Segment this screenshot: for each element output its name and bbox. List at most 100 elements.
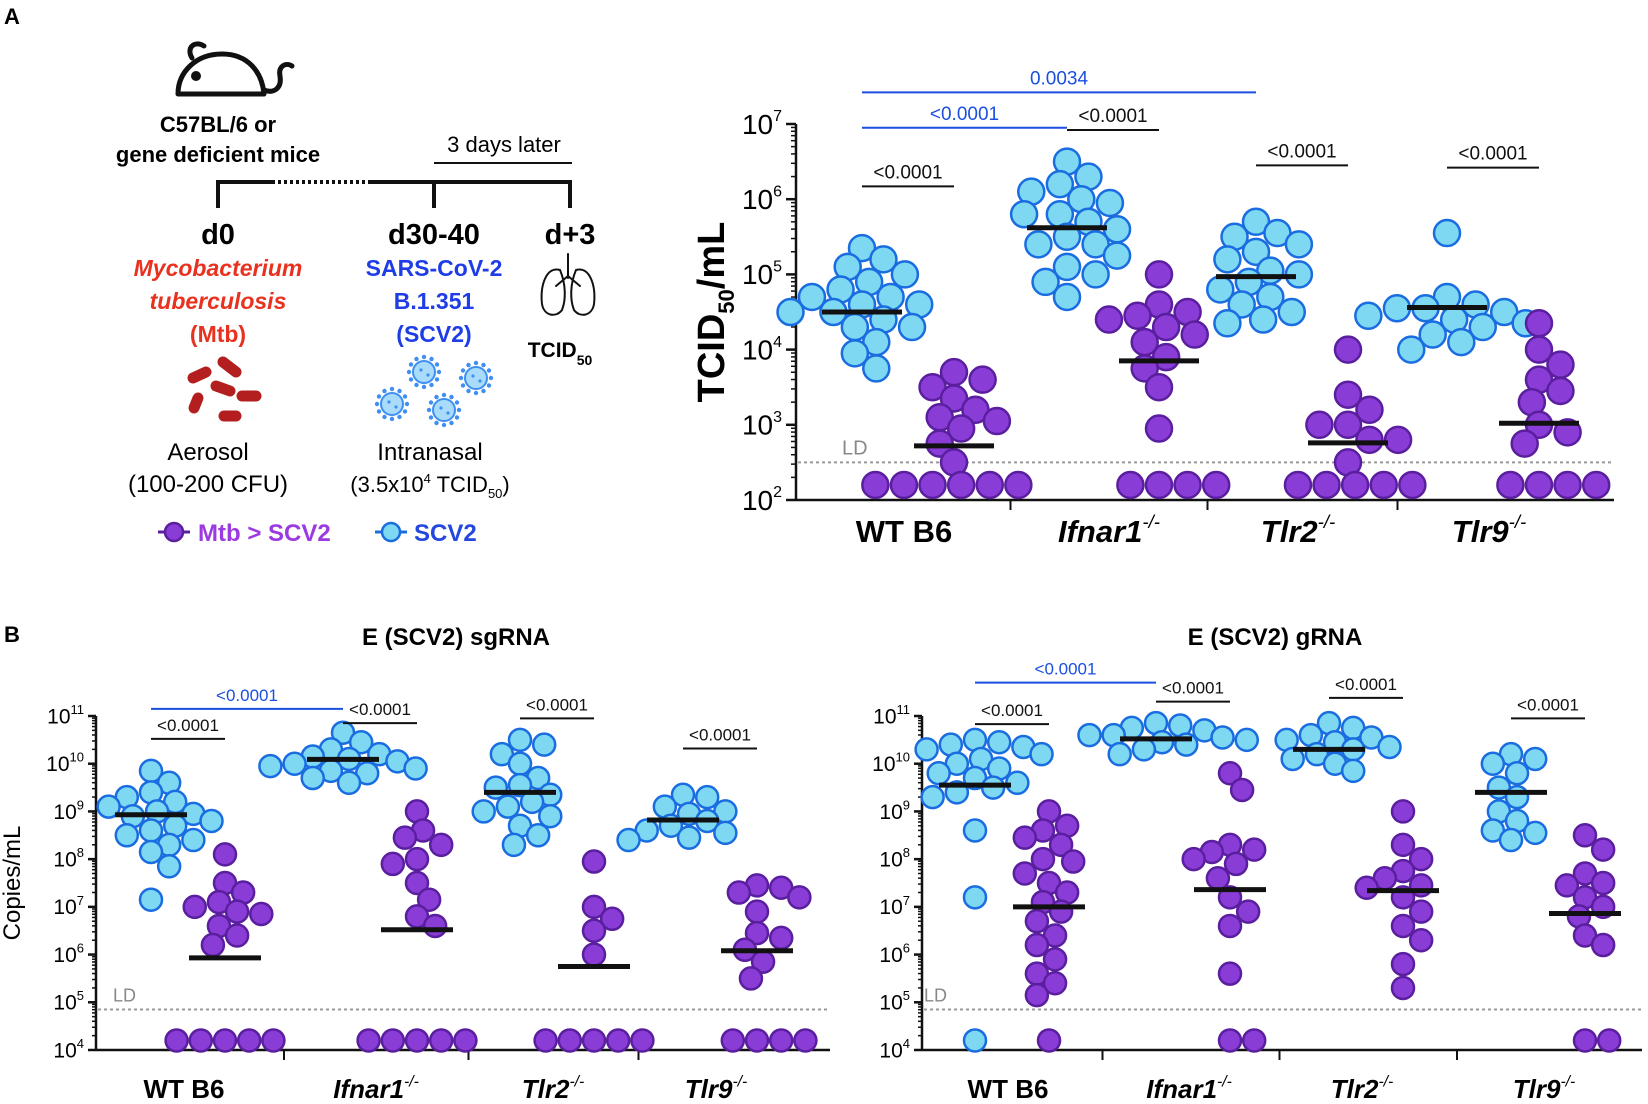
scv2-point bbox=[1284, 230, 1314, 259]
scv2-point bbox=[1102, 241, 1132, 270]
mtb-scv2-point bbox=[1217, 1028, 1243, 1053]
mtb-scv2-point bbox=[787, 885, 812, 910]
y-tick-label: 1010 bbox=[872, 750, 910, 776]
y-tick-label: 104 bbox=[742, 334, 782, 366]
timeline bbox=[216, 180, 572, 208]
x-category-label: Tlr9-/- bbox=[1452, 511, 1526, 549]
scv2-line2: B.1.351 bbox=[394, 288, 475, 314]
y-tick-label: 106 bbox=[53, 940, 84, 966]
legend-scv2-marker bbox=[380, 521, 402, 543]
p-value-label: <0.0001 bbox=[216, 686, 278, 705]
p-value-label: <0.0001 bbox=[930, 104, 999, 125]
scv2-point bbox=[156, 854, 182, 879]
x-category-label: WT B6 bbox=[968, 1074, 1049, 1104]
mtb-scv2-point bbox=[1340, 470, 1370, 500]
legend-mtb-label: Mtb > SCV2 bbox=[198, 520, 331, 547]
mtb-scv2-point bbox=[1048, 832, 1074, 858]
mtb-scv2-point bbox=[557, 1028, 583, 1053]
mtb-scv2-point bbox=[1241, 1028, 1267, 1053]
virus-particle-icon bbox=[406, 354, 442, 390]
scv2-point bbox=[1077, 722, 1102, 748]
mtb-scv2-point bbox=[188, 1028, 214, 1053]
scv2-point bbox=[1248, 305, 1278, 334]
p-value-label: <0.0001 bbox=[1517, 695, 1579, 714]
scv2-point bbox=[1081, 260, 1110, 289]
mtb-scv2-point bbox=[1524, 335, 1554, 364]
mtb-scv2-point bbox=[212, 1028, 238, 1053]
mtb-scv2-point bbox=[1383, 425, 1413, 455]
scv2-point bbox=[1213, 245, 1242, 274]
x-category-label: Ifnar1-/- bbox=[1146, 1073, 1232, 1104]
y-axis-label: TCID50/mL bbox=[691, 222, 739, 403]
mtb-scv2-point bbox=[946, 470, 976, 500]
mtb-scv2-point bbox=[918, 470, 947, 500]
y-tick-label: 1011 bbox=[47, 702, 84, 728]
scv2-point bbox=[694, 784, 720, 810]
mtb-scv2-point bbox=[422, 913, 448, 939]
scv2-point bbox=[300, 765, 325, 791]
panel-letter-b: B bbox=[4, 622, 20, 647]
mtb-scv2-point bbox=[1596, 1028, 1622, 1053]
lung-icon bbox=[540, 253, 596, 316]
p-value-label: <0.0001 bbox=[1267, 141, 1336, 162]
scv2-point bbox=[1504, 784, 1530, 810]
y-tick-label: 105 bbox=[53, 988, 84, 1014]
mtb-scv2-point bbox=[356, 1028, 381, 1053]
mtb-scv2-point bbox=[200, 932, 226, 958]
mtb-scv2-point bbox=[975, 470, 1004, 500]
p-value-label: <0.0001 bbox=[349, 700, 411, 719]
mouse-icon bbox=[175, 41, 295, 97]
scv2-point bbox=[986, 729, 1012, 755]
mtb-scv2-point bbox=[1408, 846, 1434, 872]
x-category-label: WT B6 bbox=[856, 514, 952, 549]
p-value-label: <0.0001 bbox=[157, 716, 219, 735]
scv2-point bbox=[897, 312, 927, 342]
scv2-point bbox=[1234, 727, 1259, 753]
scv2-point bbox=[616, 827, 641, 853]
virus-icon bbox=[374, 354, 494, 428]
mtb-scv2-point bbox=[1590, 837, 1616, 862]
scv2-point bbox=[1213, 309, 1242, 338]
mtb-scv2-point bbox=[1496, 470, 1525, 500]
scv2-point bbox=[1280, 746, 1305, 772]
p-value-label: <0.0001 bbox=[1458, 144, 1527, 165]
mtb-scv2-point bbox=[1581, 470, 1611, 500]
mtb-scv2-point bbox=[1333, 335, 1363, 364]
mtb-scv2-point bbox=[453, 1028, 478, 1053]
scv2-point bbox=[962, 885, 988, 910]
y-tick-label: 107 bbox=[742, 108, 782, 140]
scv2-point bbox=[1045, 169, 1075, 199]
x-category-label: Ifnar1-/- bbox=[333, 1073, 419, 1104]
scv2-point bbox=[713, 820, 738, 846]
mtb-scv2-point bbox=[1510, 429, 1539, 458]
mouse-label-line1: C57BL/6 or bbox=[160, 112, 277, 137]
mtb-scv2-point bbox=[1144, 414, 1174, 443]
scv2-point bbox=[1354, 301, 1383, 331]
scv2-point bbox=[1052, 282, 1082, 312]
scv2-point bbox=[920, 784, 945, 810]
scv2-point bbox=[1468, 312, 1497, 342]
d0-label: d0 bbox=[201, 219, 235, 251]
mtb-scv2-point bbox=[392, 825, 418, 850]
mtb-scv2-point bbox=[744, 899, 770, 924]
mtb-scv2-point bbox=[1524, 470, 1554, 500]
mtb-scv2-point bbox=[1123, 301, 1152, 331]
scv2-point bbox=[1029, 741, 1054, 767]
mtb-scv2-point bbox=[1554, 873, 1580, 898]
mtb-scv2-point bbox=[605, 1028, 631, 1053]
p-value-label: <0.0001 bbox=[526, 695, 588, 714]
mouse-label-line2: gene deficient mice bbox=[116, 142, 320, 167]
p-value-label: 0.0034 bbox=[1030, 68, 1089, 89]
mtb-scv2-point bbox=[1012, 861, 1038, 886]
mtb-scv2-point bbox=[380, 851, 406, 877]
scv2-point bbox=[1418, 320, 1447, 349]
scv2-point bbox=[840, 339, 870, 368]
mtb-scv2-point bbox=[1333, 410, 1363, 440]
mtb-scv2-point bbox=[1144, 470, 1174, 500]
y-axis-label: Copies/mL bbox=[0, 826, 26, 941]
aerosol-dose: (100-200 CFU) bbox=[128, 471, 288, 498]
x-category-label: Tlr2-/- bbox=[1261, 511, 1335, 549]
scv2-point bbox=[1447, 327, 1476, 357]
y-tick-label: 106 bbox=[742, 183, 782, 215]
mtb-scv2-point bbox=[793, 1028, 818, 1053]
